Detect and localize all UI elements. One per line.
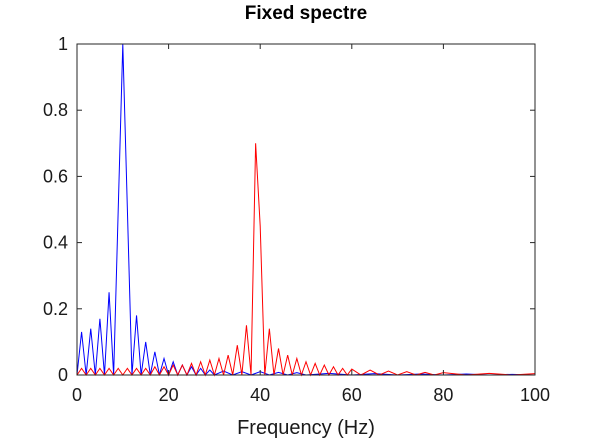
- series-line-1: [76, 43, 536, 377]
- x-tick-label: 0: [72, 385, 82, 405]
- x-tick-label: 60: [342, 385, 362, 405]
- x-tick-label: 40: [250, 385, 270, 405]
- x-tick-label: 20: [159, 385, 179, 405]
- x-tick-label: 80: [433, 385, 453, 405]
- chart-title: Fixed spectre: [245, 3, 368, 24]
- ticks-layer: 0 20 40 60 80 100 0 0.2 0.4 0.6 0.8 1: [43, 34, 550, 405]
- x-axis-label: Frequency (Hz): [237, 417, 375, 439]
- y-tick-label: 1: [58, 34, 68, 54]
- y-tick-label: 0.6: [43, 166, 68, 186]
- x-tick-label: 100: [520, 385, 550, 405]
- y-tick-label: 0.4: [43, 233, 68, 253]
- y-tick-label: 0.8: [43, 100, 68, 120]
- y-tick-label: 0.2: [43, 299, 68, 319]
- axes-box: [76, 43, 536, 376]
- plot-area: [77, 44, 535, 375]
- series-layer: [76, 43, 536, 377]
- series-line-2: [76, 143, 536, 377]
- y-tick-label: 0: [58, 365, 68, 385]
